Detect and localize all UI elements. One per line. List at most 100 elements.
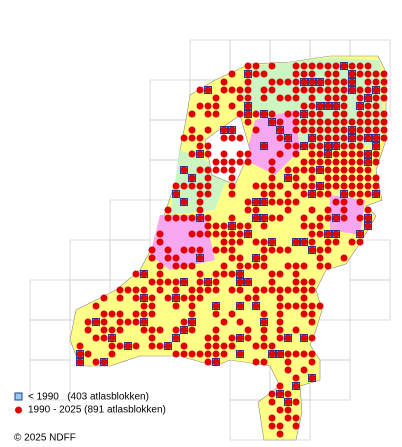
recent-record-dot bbox=[268, 238, 276, 246]
recent-record-dot bbox=[324, 246, 332, 254]
recent-record-dot bbox=[356, 190, 364, 198]
recent-record-dot bbox=[356, 118, 364, 126]
recent-record-dot bbox=[140, 326, 148, 334]
recent-record-dot bbox=[300, 62, 308, 70]
recent-record-dot bbox=[284, 174, 292, 182]
recent-record-dot bbox=[348, 190, 356, 198]
recent-record-dot bbox=[116, 342, 124, 350]
recent-record-dot bbox=[212, 222, 220, 230]
recent-record-dot bbox=[220, 238, 228, 246]
recent-record-dot bbox=[324, 166, 332, 174]
recent-record-dot bbox=[276, 350, 284, 358]
recent-record-dot bbox=[284, 406, 292, 414]
recent-record-dot bbox=[300, 214, 308, 222]
recent-record-dot bbox=[108, 342, 116, 350]
recent-record-dot bbox=[236, 302, 244, 310]
recent-record-dot bbox=[276, 214, 284, 222]
recent-record-dot bbox=[284, 94, 292, 102]
recent-record-dot bbox=[220, 78, 228, 86]
recent-record-dot bbox=[372, 86, 380, 94]
recent-record-dot bbox=[228, 166, 236, 174]
recent-record-dot bbox=[244, 78, 252, 86]
recent-record-dot bbox=[236, 222, 244, 230]
recent-record-dot bbox=[196, 150, 204, 158]
recent-record-dot bbox=[228, 126, 236, 134]
recent-record-dot bbox=[228, 222, 236, 230]
recent-record-dot bbox=[204, 214, 212, 222]
recent-record-dot bbox=[356, 182, 364, 190]
recent-record-dot bbox=[164, 246, 172, 254]
recent-record-dot bbox=[348, 142, 356, 150]
recent-record-dot bbox=[364, 134, 372, 142]
recent-record-dot bbox=[172, 302, 180, 310]
recent-record-dot bbox=[260, 310, 268, 318]
recent-record-dot bbox=[300, 262, 308, 270]
recent-record-dot bbox=[372, 142, 380, 150]
recent-record-dot bbox=[300, 142, 308, 150]
recent-record-dot bbox=[292, 94, 300, 102]
recent-record-dot bbox=[316, 78, 324, 86]
recent-record-dot bbox=[252, 110, 260, 118]
recent-record-dot bbox=[124, 342, 132, 350]
recent-record-dot bbox=[276, 150, 284, 158]
recent-record-dot bbox=[292, 198, 300, 206]
pink-area bbox=[330, 195, 365, 235]
recent-record-dot bbox=[188, 326, 196, 334]
recent-record-dot bbox=[260, 238, 268, 246]
recent-record-dot bbox=[212, 350, 220, 358]
recent-record-dot bbox=[212, 246, 220, 254]
recent-record-dot bbox=[220, 342, 228, 350]
recent-record-dot bbox=[220, 86, 228, 94]
recent-record-dot bbox=[116, 318, 124, 326]
recent-record-dot bbox=[348, 126, 356, 134]
recent-record-dot bbox=[308, 158, 316, 166]
recent-record-dot bbox=[140, 286, 148, 294]
recent-record-dot bbox=[124, 318, 132, 326]
recent-record-dot bbox=[132, 318, 140, 326]
recent-record-dot bbox=[156, 278, 164, 286]
recent-record-dot bbox=[220, 134, 228, 142]
recent-record-dot bbox=[212, 358, 220, 366]
recent-record-dot bbox=[300, 310, 308, 318]
recent-record-dot bbox=[284, 334, 292, 342]
recent-record-dot bbox=[372, 150, 380, 158]
recent-record-dot bbox=[172, 262, 180, 270]
recent-record-dot bbox=[156, 286, 164, 294]
recent-record-dot bbox=[212, 102, 220, 110]
recent-record-dot bbox=[356, 230, 364, 238]
recent-record-dot bbox=[164, 278, 172, 286]
recent-record-dot bbox=[276, 310, 284, 318]
recent-record-dot bbox=[380, 70, 388, 78]
recent-record-dot bbox=[188, 182, 196, 190]
recent-record-dot bbox=[316, 190, 324, 198]
recent-record-dot bbox=[236, 278, 244, 286]
recent-record-dot bbox=[236, 110, 244, 118]
recent-record-dot bbox=[252, 342, 260, 350]
recent-record-dot bbox=[244, 206, 252, 214]
recent-record-dot bbox=[300, 278, 308, 286]
recent-record-dot bbox=[300, 78, 308, 86]
recent-record-dot bbox=[308, 86, 316, 94]
recent-record-dot bbox=[292, 278, 300, 286]
recent-record-dot bbox=[188, 134, 196, 142]
recent-record-dot bbox=[340, 150, 348, 158]
recent-record-dot bbox=[228, 174, 236, 182]
recent-record-dot bbox=[204, 182, 212, 190]
recent-record-dot bbox=[252, 238, 260, 246]
recent-record-dot bbox=[172, 350, 180, 358]
recent-record-dot bbox=[308, 310, 316, 318]
recent-record-dot bbox=[300, 86, 308, 94]
recent-record-dot bbox=[356, 174, 364, 182]
recent-record-dot bbox=[188, 230, 196, 238]
grid-block bbox=[349, 279, 391, 321]
recent-record-dot bbox=[316, 126, 324, 134]
recent-record-dot bbox=[324, 214, 332, 222]
recent-record-dot bbox=[276, 118, 284, 126]
recent-record-dot bbox=[348, 158, 356, 166]
recent-record-dot bbox=[292, 78, 300, 86]
recent-record-dot bbox=[356, 102, 364, 110]
recent-record-dot bbox=[300, 158, 308, 166]
recent-record-dot bbox=[236, 150, 244, 158]
recent-record-dot bbox=[340, 182, 348, 190]
